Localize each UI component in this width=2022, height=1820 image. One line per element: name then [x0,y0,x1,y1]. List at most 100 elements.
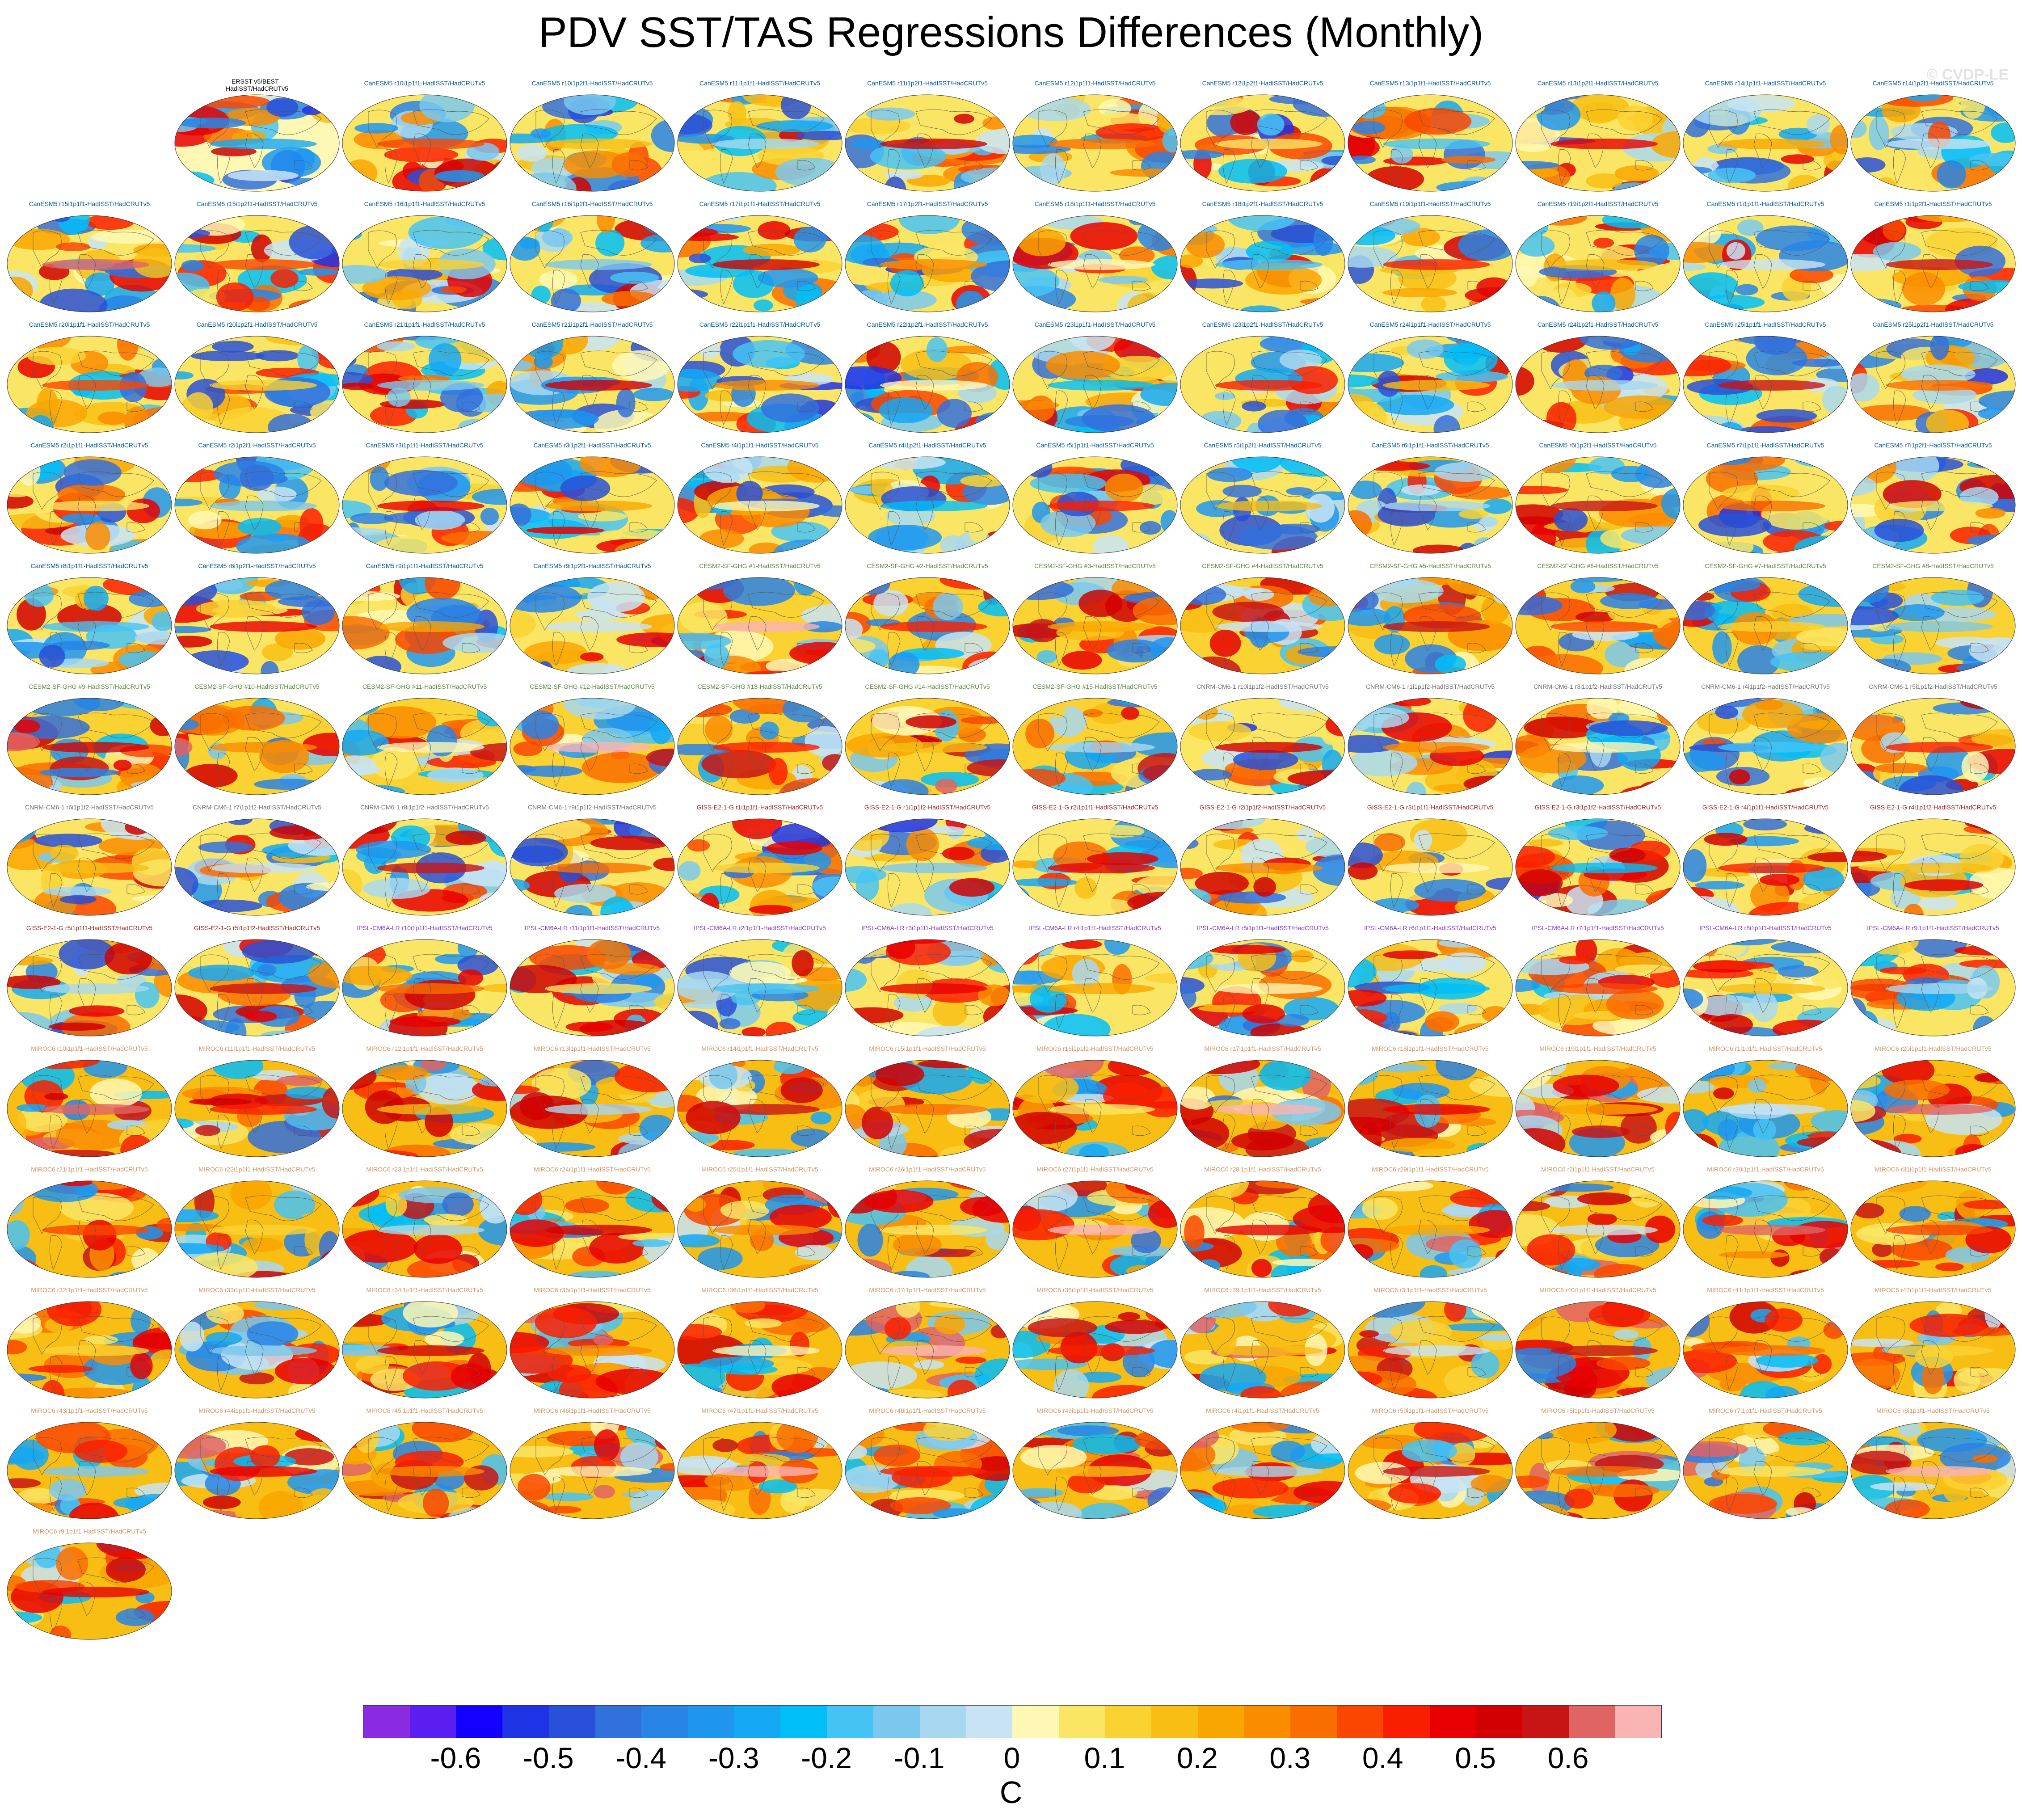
map-panel: CanESM5 r1i1p1f1-HadISST/HadCRUTv5 [1682,200,1849,316]
panel-title: CanESM5 r13i1p2f1-HadISST/HadCRUTv5 [1537,80,1659,87]
map-panel: MIROC6 r10i1p1f1-HadISST/HadCRUTv5 [6,1045,173,1161]
panel-title: CanESM5 r16i1p2f1-HadISST/HadCRUTv5 [531,200,653,207]
regression-map [1348,698,1513,795]
panel-title: CanESM5 r19i1p1f1-HadISST/HadCRUTv5 [1369,200,1491,207]
panel-title: CESM2-SF-GHG #3-HadISST/HadCRUTv5 [1034,562,1156,569]
panel-title: MIROC6 r49i1p1f1-HadISST/HadCRUTv5 [1036,1407,1154,1414]
regression-map [1683,1060,1848,1157]
panel-title: MIROC6 r40i1p1f1-HadISST/HadCRUTv5 [1539,1286,1656,1293]
regression-map [1348,94,1513,192]
map-panel: IPSL-CM6A-LR r9i1p1f1-HadISST/HadCRUTv5 [1850,924,2016,1041]
map-panel: GISS-E2-1-G r5i1p1f2-HadISST/HadCRUTv5 [174,924,340,1041]
map-panel: MIROC6 r49i1p1f1-HadISST/HadCRUTv5 [1012,1407,1178,1523]
map-panel: CanESM5 r14i1p2f1-HadISST/HadCRUTv5 [1850,80,2016,196]
panel-title: CanESM5 r3i1p1f1-HadISST/HadCRUTv5 [366,442,484,449]
map-panel: CanESM5 r25i1p1f1-HadISST/HadCRUTv5 [1682,321,1849,437]
map-panel: MIROC6 r48i1p1f1-HadISST/HadCRUTv5 [844,1407,1011,1523]
panel-title: MIROC6 r12i1p1f1-HadISST/HadCRUTv5 [366,1045,483,1052]
panel-title: MIROC6 r43i1p1f1-HadISST/HadCRUTv5 [31,1407,148,1414]
regression-map [1515,94,1681,192]
regression-map [342,939,507,1036]
regression-map [845,336,1010,433]
colorbar-swatch [595,1706,642,1738]
regression-map [7,215,172,312]
panel-title: CNRM-CM6-1 r3i1p1f2-HadISST/HadCRUTv5 [1533,683,1662,690]
regression-map [1012,577,1178,674]
panel-title: GISS-E2-1-G r3i1p1f2-HadISST/HadCRUTv5 [1534,804,1661,811]
panel-title: IPSL-CM6A-LR r9i1p1f1-HadISST/HadCRUTv5 [1867,924,1999,931]
map-panel: CanESM5 r5i1p1f1-HadISST/HadCRUTv5 [1012,442,1178,558]
regression-map [174,456,340,554]
map-panel: MIROC6 r41i1p1f1-HadISST/HadCRUTv5 [1682,1286,1849,1403]
panel-title: CanESM5 r15i1p2f1-HadISST/HadCRUTv5 [196,200,318,207]
regression-map [1850,456,2016,554]
regression-map [1180,698,1345,795]
map-panel: CanESM5 r22i1p1f1-HadISST/HadCRUTv5 [677,321,843,437]
regression-map [677,1301,842,1399]
panel-title: MIROC6 r14i1p1f1-HadISST/HadCRUTv5 [701,1045,818,1052]
map-panel: IPSL-CM6A-LR r8i1p1f1-HadISST/HadCRUTv5 [1682,924,1849,1041]
map-panel: MIROC6 r26i1p1f1-HadISST/HadCRUTv5 [844,1166,1011,1282]
panel-title: MIROC6 r1i1p1f1-HadISST/HadCRUTv5 [1709,1045,1822,1052]
panel-title: MIROC6 r35i1p1f1-HadISST/HadCRUTv5 [534,1286,651,1293]
regression-map [174,698,340,795]
colorbar-swatch [1568,1706,1615,1738]
panel-title: CanESM5 r1i1p2f1-HadISST/HadCRUTv5 [1874,200,1992,207]
map-panel: CanESM5 r20i1p1f1-HadISST/HadCRUTv5 [6,321,173,437]
regression-map [1515,577,1681,674]
regression-map [677,215,842,312]
map-panel: MIROC6 r44i1p1f1-HadISST/HadCRUTv5 [174,1407,340,1523]
regression-map [1348,818,1513,916]
map-panel: MIROC6 r39i1p1f1-HadISST/HadCRUTv5 [1180,1286,1346,1403]
map-panel: CanESM5 r22i1p2f1-HadISST/HadCRUTv5 [844,321,1011,437]
colorbar-swatch [1197,1706,1244,1738]
regression-map [845,1180,1010,1278]
panel-title: CanESM5 r3i1p2f1-HadISST/HadCRUTv5 [533,442,651,449]
map-panel: IPSL-CM6A-LR r7i1p1f1-HadISST/HadCRUTv5 [1515,924,1681,1041]
map-panel: MIROC6 r13i1p1f1-HadISST/HadCRUTv5 [509,1045,675,1161]
panel-title: CESM2-SF-GHG #8-HadISST/HadCRUTv5 [1872,562,1994,569]
colorbar-swatch [827,1706,873,1738]
panel-title: MIROC6 r18i1p1f1-HadISST/HadCRUTv5 [1372,1045,1489,1052]
regression-map [7,1060,172,1157]
regression-map [1012,215,1178,312]
regression-map [342,336,507,433]
regression-map [845,939,1010,1036]
map-panel: MIROC6 r34i1p1f1-HadISST/HadCRUTv5 [341,1286,508,1403]
regression-map [1180,1180,1345,1278]
regression-map [845,215,1010,312]
panel-title: MIROC6 r34i1p1f1-HadISST/HadCRUTv5 [366,1286,483,1293]
panel-title: CanESM5 r17i1p2f1-HadISST/HadCRUTv5 [867,200,988,207]
panel-title: MIROC6 r48i1p1f1-HadISST/HadCRUTv5 [869,1407,986,1414]
colorbar-tick-label: -0.1 [893,1741,945,1774]
map-panel: CESM2-SF-GHG #13-HadISST/HadCRUTv5 [677,683,843,799]
regression-map [1515,698,1681,795]
panel-title: IPSL-CM6A-LR r7i1p1f1-HadISST/HadCRUTv5 [1532,924,1664,931]
panel-title: CESM2-SF-GHG #13-HadISST/HadCRUTv5 [697,683,822,690]
colorbar-tick-label: 0.4 [1362,1741,1403,1774]
panel-title: MIROC6 r19i1p1f1-HadISST/HadCRUTv5 [1539,1045,1656,1052]
regression-map [677,336,842,433]
panel-title: CESM2-SF-GHG #2-HadISST/HadCRUTv5 [867,562,988,569]
panel-title: CanESM5 r13i1p1f1-HadISST/HadCRUTv5 [1369,80,1491,87]
map-panel: CanESM5 r7i1p1f1-HadISST/HadCRUTv5 [1682,442,1849,558]
regression-map [1348,1301,1513,1399]
map-panel: MIROC6 r3i1p1f1-HadISST/HadCRUTv5 [1347,1286,1513,1403]
regression-map [1683,94,1848,192]
panel-title: MIROC6 r13i1p1f1-HadISST/HadCRUTv5 [534,1045,651,1052]
regression-map [677,456,842,554]
map-panel: CanESM5 r18i1p2f1-HadISST/HadCRUTv5 [1180,200,1346,316]
map-panel: CanESM5 r11i1p2f1-HadISST/HadCRUTv5 [844,80,1011,196]
panel-title: MIROC6 r16i1p1f1-HadISST/HadCRUTv5 [1036,1045,1154,1052]
regression-map [1348,456,1513,554]
regression-map [510,818,675,916]
panel-title: MIROC6 r9i1p1f1-HadISST/HadCRUTv5 [33,1528,146,1535]
map-panel: GISS-E2-1-G r4i1p1f1-HadISST/HadCRUTv5 [1682,804,1849,920]
map-panel: CanESM5 r12i1p2f1-HadISST/HadCRUTv5 [1180,80,1346,196]
regression-map [1012,94,1178,192]
map-panel: MIROC6 r50i1p1f1-HadISST/HadCRUTv5 [1347,1407,1513,1523]
regression-map [7,939,172,1036]
colorbar-swatch [1105,1706,1152,1738]
colorbar-swatch [1290,1706,1337,1738]
regression-map [510,215,675,312]
